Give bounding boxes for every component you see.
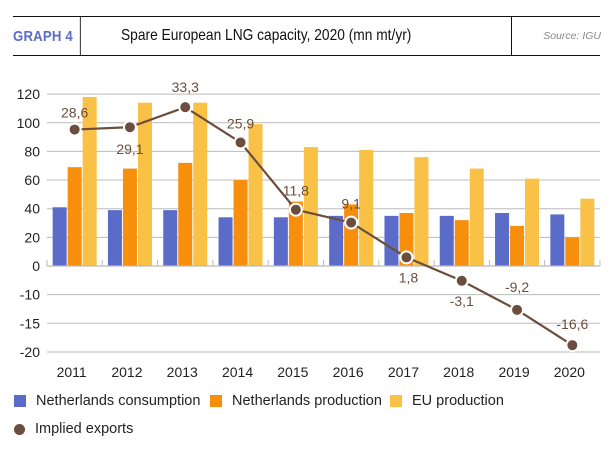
legend-label: EU production xyxy=(412,393,504,409)
chart-header: GRAPH 4 Spare European LNG capacity, 202… xyxy=(13,16,601,56)
x-tick-label: 2014 xyxy=(222,364,253,380)
bar-netherlands-production xyxy=(178,162,193,266)
bar-eu-production xyxy=(303,147,318,266)
x-tick-label: 2012 xyxy=(111,364,142,380)
implied-exports-line xyxy=(67,100,580,353)
implied-exports-data-label: 1,8 xyxy=(399,269,419,285)
bar-netherlands-consumption xyxy=(329,215,344,266)
x-tick-label: 2015 xyxy=(277,364,308,380)
bar-netherlands-production xyxy=(510,225,525,266)
bar-netherlands-consumption xyxy=(52,207,67,266)
source-note: Source: IGU xyxy=(511,17,601,55)
bar-netherlands-consumption xyxy=(384,215,399,266)
bar-netherlands-production xyxy=(122,168,137,266)
x-tick-label: 2013 xyxy=(167,364,198,380)
implied-exports-data-label: 33,3 xyxy=(172,79,199,95)
implied-exports-data-label: -16,6 xyxy=(556,316,588,332)
bar-netherlands-production xyxy=(344,204,359,266)
implied-exports-data-label: -3,1 xyxy=(450,293,474,309)
bar-netherlands-consumption xyxy=(495,212,510,266)
y-tick-label: -15 xyxy=(20,315,40,331)
x-tick-label: 2018 xyxy=(443,364,474,380)
y-tick-label: 80 xyxy=(24,143,40,159)
y-tick-label: -10 xyxy=(20,287,40,303)
implied-exports-data-label: -9,2 xyxy=(505,279,529,295)
x-axis xyxy=(46,260,601,267)
bar-eu-production xyxy=(193,102,208,266)
bar-netherlands-production xyxy=(67,167,82,266)
bar-netherlands-consumption xyxy=(273,217,288,266)
chart-title: Spare European LNG capacity, 2020 (mn mt… xyxy=(121,27,412,44)
legend-label: Netherlands production xyxy=(232,393,382,409)
y-tick-label: 20 xyxy=(24,229,40,245)
legend-item-netherlands-consumption: Netherlands consumption xyxy=(14,393,200,409)
y-axis-tick-labels: 120 100 80 60 40 20 0 -10 -15 -20 xyxy=(17,86,41,360)
legend-swatch-eu-production xyxy=(390,395,402,407)
bar-eu-production xyxy=(525,178,540,266)
bar-netherlands-consumption xyxy=(163,210,178,266)
implied-exports-point xyxy=(122,120,137,135)
y-tick-label: 40 xyxy=(24,201,40,217)
legend-dot-implied-exports xyxy=(14,423,25,435)
legend-item-netherlands-production: Netherlands production xyxy=(210,393,382,409)
implied-exports-point xyxy=(178,100,193,115)
bar-eu-production xyxy=(359,149,374,266)
bar-netherlands-production xyxy=(454,220,469,266)
bar-eu-production xyxy=(137,102,152,266)
legend-swatch-netherlands-production xyxy=(210,395,222,407)
bar-eu-production xyxy=(82,96,97,266)
x-tick-label: 2020 xyxy=(554,364,585,380)
implied-exports-point xyxy=(233,135,248,150)
bar-netherlands-consumption xyxy=(550,214,565,266)
y-tick-label: 60 xyxy=(24,172,40,188)
legend-label: Netherlands consumption xyxy=(36,393,201,409)
bar-netherlands-production xyxy=(565,237,580,266)
bar-netherlands-consumption xyxy=(107,210,122,266)
bar-netherlands-consumption xyxy=(218,217,233,266)
legend-swatch-netherlands-consumption xyxy=(14,395,26,407)
y-tick-label: 0 xyxy=(32,258,40,274)
legend-item-implied-exports: Implied exports xyxy=(14,421,133,437)
x-tick-label: 2016 xyxy=(333,364,364,380)
x-tick-label: 2011 xyxy=(57,364,87,380)
x-tick-label: 2019 xyxy=(498,364,529,380)
y-tick-label: 100 xyxy=(17,115,41,131)
x-axis-tick-labels: 2011 2012 2013 2014 2015 2016 2017 2018 2019 2020 xyxy=(57,364,586,380)
implied-exports-polyline xyxy=(74,105,573,347)
bar-eu-production xyxy=(469,168,484,266)
bar-eu-production xyxy=(414,157,429,266)
implied-exports-point xyxy=(510,302,525,317)
bar-netherlands-production xyxy=(233,180,248,266)
implied-exports-data-label: 28,6 xyxy=(61,105,88,121)
implied-exports-point xyxy=(288,202,303,217)
y-tick-label: -20 xyxy=(20,344,40,360)
implied-exports-point xyxy=(344,215,359,230)
bar-netherlands-production xyxy=(288,201,303,266)
bar-netherlands-consumption xyxy=(439,215,454,266)
data-labels: 28,6 29,1 33,3 25,9 11,8 9,1 1,8 -3,1 -9,2 -16,6 xyxy=(61,79,588,332)
bar-eu-production xyxy=(248,124,263,267)
implied-exports-data-label: 25,9 xyxy=(227,115,254,131)
implied-exports-point xyxy=(454,273,469,288)
implied-exports-data-label: 11,8 xyxy=(283,183,309,199)
legend-label: Implied exports xyxy=(35,421,134,437)
implied-exports-data-label: 9,1 xyxy=(341,196,361,212)
x-tick-label: 2017 xyxy=(388,364,419,380)
implied-exports-point xyxy=(67,122,82,137)
implied-exports-point xyxy=(399,250,414,265)
graph-number-label: GRAPH 4 xyxy=(13,17,81,55)
y-tick-label: 120 xyxy=(17,86,41,102)
legend-item-eu-production: EU production xyxy=(390,393,504,409)
implied-exports-point xyxy=(565,338,580,353)
implied-exports-data-label: 29,1 xyxy=(116,141,143,157)
bar-eu-production xyxy=(580,198,595,266)
